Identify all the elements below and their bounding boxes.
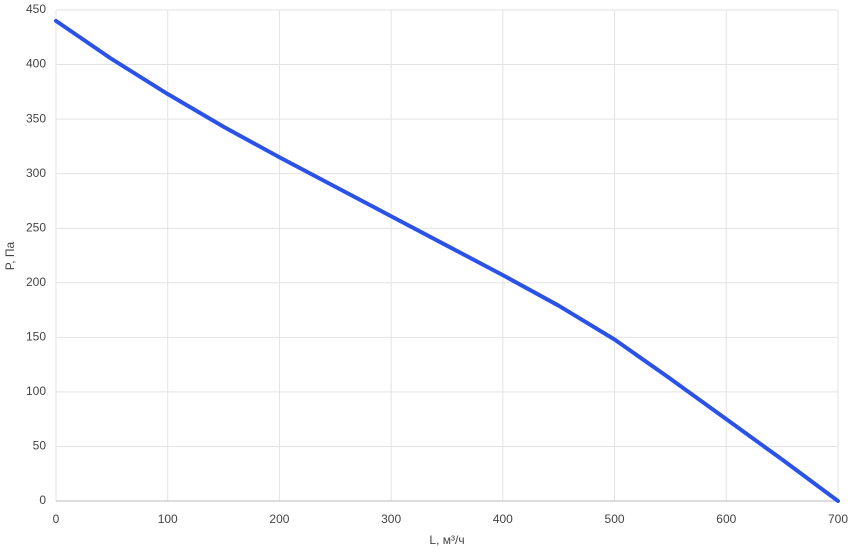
y-tick-label: 400 <box>26 57 46 71</box>
x-tick-label: 600 <box>716 512 736 526</box>
y-tick-label: 0 <box>39 493 46 507</box>
x-tick-label: 500 <box>605 512 625 526</box>
y-tick-label: 350 <box>26 111 46 125</box>
x-axis-label: L, м³/ч <box>429 533 464 547</box>
x-tick-label: 100 <box>158 512 178 526</box>
y-tick-label: 50 <box>33 439 47 453</box>
x-tick-label: 300 <box>381 512 401 526</box>
y-tick-label: 100 <box>26 384 46 398</box>
y-tick-label: 250 <box>26 220 46 234</box>
x-tick-label: 0 <box>53 512 60 526</box>
x-tick-label: 200 <box>269 512 289 526</box>
data-line <box>54 18 840 503</box>
y-tick-label: 150 <box>26 330 46 344</box>
x-tick-label: 700 <box>828 512 848 526</box>
x-tick-label: 400 <box>493 512 513 526</box>
y-tick-label: 300 <box>26 166 46 180</box>
y-axis-label: P, Па <box>3 241 17 270</box>
y-tick-label: 450 <box>26 2 46 16</box>
y-tick-label: 200 <box>26 275 46 289</box>
